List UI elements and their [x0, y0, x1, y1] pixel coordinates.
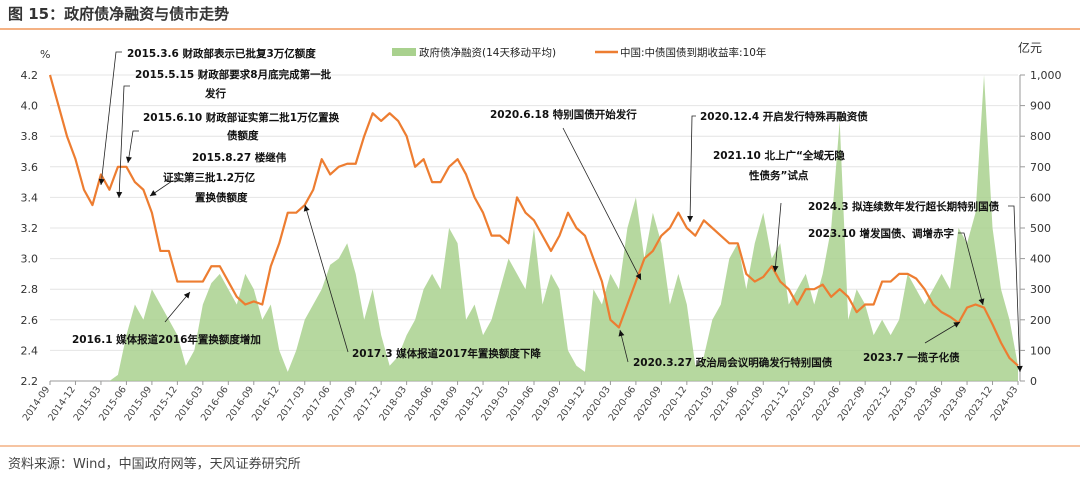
right-tick-label: 500 [1030, 222, 1051, 235]
annotation-text: 2016.1 媒体报道2016年置换额度增加 [72, 333, 261, 346]
annotation-text: 2015.3.6 财政部表示已批复3万亿额度 [127, 47, 316, 60]
annotation-text: 2020.6.18 特别国债开始发行 [490, 108, 637, 121]
left-tick-label: 4.0 [21, 100, 39, 113]
right-tick-label: 200 [1030, 314, 1051, 327]
annotation-arrow-line [690, 116, 696, 222]
annotation-text: 2021.10 北上广“全域无隐 [713, 149, 845, 162]
annotation-text: 发行 [204, 87, 226, 100]
annotation-text: 2023.7 一揽子化债 [863, 351, 960, 364]
right-tick-label: 0 [1030, 375, 1037, 388]
figure-title: 图 15：政府债净融资与债市走势 [8, 5, 229, 23]
legend: 政府债净融资(14天移动平均) 中国:中债国债到期收益率:10年 [392, 46, 766, 59]
annotation-text: 性债务”试点 [749, 169, 809, 182]
left-tick-label: 2.8 [21, 283, 39, 296]
annotation-text: 2020.12.4 开启发行特殊再融资债 [700, 110, 868, 123]
right-tick-label: 600 [1030, 191, 1051, 204]
left-tick-label: 4.2 [21, 69, 39, 82]
annotation: 2020.6.18 特别国债开始发行 [490, 108, 641, 280]
annotation-text: 2017.3 媒体报道2017年置换额度下降 [352, 347, 541, 360]
left-axis-unit: % [40, 48, 50, 61]
right-tick-label: 400 [1030, 253, 1051, 266]
left-tick-label: 2.2 [21, 375, 39, 388]
annotation-text: 2015.5.15 财政部要求8月底完成第一批 [135, 68, 332, 81]
source-note: 资料来源：Wind，中国政府网等，天风证券研究所 [8, 456, 301, 472]
left-tick-label: 3.8 [21, 130, 39, 143]
annotation-arrowhead-icon [687, 216, 693, 222]
annotation-text: 置换债额度 [195, 191, 248, 204]
annotation-arrowhead-icon [184, 292, 190, 299]
left-tick-label: 2.6 [21, 314, 39, 327]
left-axis: 2.2 2.4 2.6 2.8 3.0 3.2 3.4 3.6 3.8 4.0 4.2 [21, 69, 39, 388]
left-tick-label: 3.4 [21, 191, 39, 204]
annotation-text: 2023.10 增发国债、调增赤字 [808, 227, 954, 240]
annotation-arrow-line [101, 52, 122, 185]
right-axis-unit: 亿元 [1018, 40, 1042, 55]
annotation-arrow-line [563, 128, 641, 280]
legend-label-financing: 政府债净融资(14天移动平均) [419, 46, 556, 59]
right-tick-label: 800 [1030, 130, 1051, 143]
annotation-text: 债额度 [227, 129, 259, 142]
right-tick-label: 300 [1030, 283, 1051, 296]
annotation-arrowhead-icon [150, 190, 157, 196]
right-tick-label: 700 [1030, 161, 1051, 174]
right-tick-label: 900 [1030, 100, 1051, 113]
annotation-text: 2015.6.10 财政部证实第二批1万亿置换 [143, 111, 340, 124]
right-axis: 0 100 200 300 400 500 600 700 800 900 1,000 [1020, 69, 1062, 388]
annotation-text: 2024.3 拟连续数年发行超长期特别国债 [808, 200, 1000, 213]
left-tick-label: 3.2 [21, 222, 39, 235]
right-tick-label: 1,000 [1030, 69, 1062, 82]
annotation-arrow-line [119, 86, 130, 198]
legend-label-yield: 中国:中债国债到期收益率:10年 [620, 46, 766, 59]
left-tick-label: 2.4 [21, 344, 39, 357]
annotation-text: 2015.8.27 楼继伟 [192, 151, 287, 164]
left-tick-label: 3.0 [21, 253, 39, 266]
x-axis: 2014-092014-122015-032015-062015-092015-… [21, 381, 1021, 423]
annotation-text: 2020.3.27 政治局会议明确发行特别国债 [633, 356, 833, 369]
annotation-arrowhead-icon [126, 157, 132, 163]
legend-swatch-financing [392, 48, 416, 56]
annotation-text: 证实第三批1.2万亿 [163, 171, 256, 184]
right-tick-label: 100 [1030, 344, 1051, 357]
left-tick-label: 3.6 [21, 161, 39, 174]
